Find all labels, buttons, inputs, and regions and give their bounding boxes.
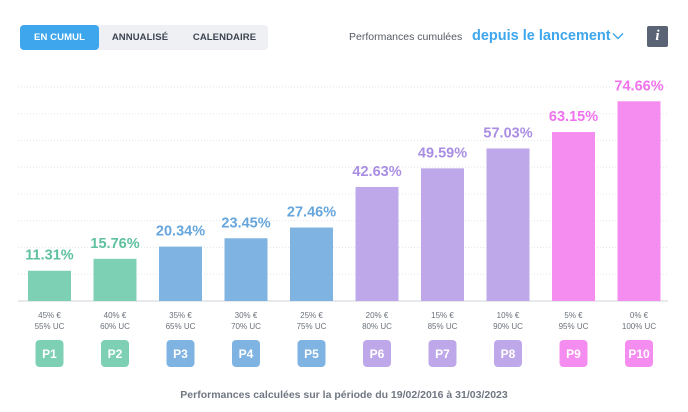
bar-p6[interactable]	[355, 186, 399, 301]
profile-pill-p10[interactable]	[625, 340, 653, 367]
bar-p4[interactable]	[224, 238, 268, 301]
chevron-down-icon[interactable]	[612, 30, 624, 42]
allocation-euro-p6: 20% €	[366, 311, 389, 320]
bar-p2[interactable]	[93, 258, 137, 301]
tab-annualise[interactable]: ANNUALISÉ	[111, 32, 169, 43]
profile-pill-p9[interactable]	[559, 340, 588, 367]
tab-calendaire[interactable]: CALENDAIRE	[192, 32, 257, 43]
allocation-uc-p8: 90% UC	[493, 322, 523, 331]
bar-p8[interactable]	[486, 148, 530, 301]
period-select[interactable]: depuis le lancement	[472, 25, 611, 47]
allocation-euro-p7: 15% €	[431, 311, 454, 320]
profile-pill-p6[interactable]	[363, 340, 391, 367]
profile-label-p9[interactable]: P9	[566, 347, 581, 361]
value-label-p9: 63.15%	[549, 109, 598, 125]
value-label-p7: 49.59%	[418, 145, 467, 161]
allocation-uc-p2: 60% UC	[100, 322, 130, 331]
value-label-p3: 20.34%	[156, 224, 205, 240]
value-label-p5: 27.46%	[287, 205, 336, 221]
value-label-p1: 11.31%	[25, 248, 73, 264]
value-label-p4: 23.45%	[221, 215, 270, 231]
bar-p5[interactable]	[290, 227, 333, 301]
allocation-euro-p1: 45% €	[38, 311, 61, 320]
allocation-uc-p5: 75% UC	[297, 322, 327, 331]
allocation-uc-p10: 100% UC	[622, 322, 656, 331]
allocation-uc-p3: 65% UC	[166, 322, 196, 331]
allocation-euro-p10: 0% €	[630, 311, 649, 320]
tab-en-cumul[interactable]: EN CUMUL	[20, 25, 99, 50]
allocation-uc-p6: 80% UC	[362, 322, 392, 331]
profile-label-p8[interactable]: P8	[501, 347, 516, 361]
allocation-euro-p9: 5% €	[564, 311, 583, 320]
allocation-uc-p7: 85% UC	[428, 322, 458, 331]
period-select-value[interactable]: depuis le lancement	[472, 28, 611, 44]
allocation-euro-p5: 25% €	[300, 311, 323, 320]
allocation-uc-p4: 70% UC	[231, 322, 261, 331]
profile-label-p7[interactable]: P7	[435, 347, 450, 361]
profile-pill-p4[interactable]	[232, 340, 260, 367]
bar-p1[interactable]	[28, 270, 71, 301]
info-icon[interactable]: i	[647, 26, 668, 47]
value-label-p6: 42.63%	[352, 164, 401, 180]
allocation-euro-p8: 10% €	[497, 311, 520, 320]
profile-pill-p2[interactable]	[101, 340, 129, 367]
bar-p10[interactable]	[617, 101, 661, 301]
profile-label-p6[interactable]: P6	[370, 347, 385, 361]
profile-pill-p3[interactable]	[166, 340, 195, 367]
allocation-uc-p1: 55% UC	[35, 322, 65, 331]
profile-pill-p5[interactable]	[297, 340, 326, 367]
profile-label-p5[interactable]: P5	[304, 347, 319, 361]
bar-p7[interactable]	[421, 168, 464, 301]
profile-pill-p1[interactable]	[35, 340, 64, 367]
view-tabs: EN CUMUL ANNUALISÉ CALENDAIRE	[20, 25, 268, 50]
profile-label-p4[interactable]: P4	[239, 347, 254, 361]
performance-label: Performances cumulées	[349, 31, 463, 43]
performance-chart: 11.31% 45% € 55% UC P1 15.76% 40% € 60% UC P2 20…	[18, 78, 668, 367]
allocation-uc-p9: 95% UC	[559, 322, 589, 331]
profile-label-p3[interactable]: P3	[173, 347, 188, 361]
bar-p3[interactable]	[159, 246, 202, 301]
allocation-euro-p2: 40% €	[104, 311, 127, 320]
profile-label-p10[interactable]: P10	[628, 347, 650, 361]
value-label-p10: 74.66%	[614, 78, 663, 94]
period-footnote: Performances calculées sur la période du…	[180, 389, 508, 401]
profile-label-p2[interactable]: P2	[108, 347, 123, 361]
profile-pill-p7[interactable]	[428, 340, 457, 367]
profile-label-p1[interactable]: P1	[42, 347, 57, 361]
bar-p9[interactable]	[552, 132, 595, 301]
allocation-euro-p3: 35% €	[169, 311, 192, 320]
profile-pill-p8[interactable]	[494, 340, 522, 367]
allocation-euro-p4: 30% €	[235, 311, 258, 320]
value-label-p8: 57.03%	[483, 125, 532, 141]
value-label-p2: 15.76%	[90, 236, 139, 252]
